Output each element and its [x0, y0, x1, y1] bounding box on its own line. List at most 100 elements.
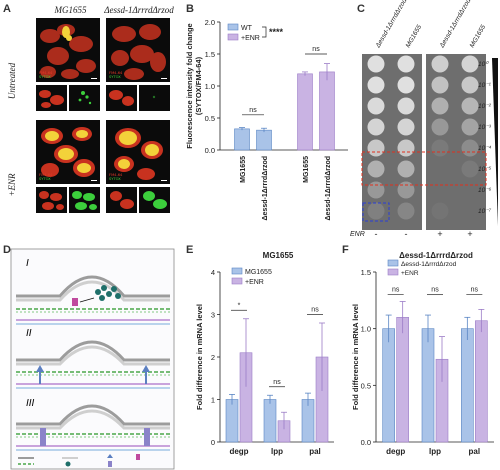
dilution-label: 10⁻⁶	[478, 187, 492, 194]
dilution-label: 10⁻²	[478, 103, 492, 110]
legend-swatch	[227, 23, 239, 31]
dilution-wedge	[492, 58, 498, 226]
spot-column-header: MG1655	[405, 24, 424, 49]
colony-spot	[367, 139, 385, 157]
significance-label: ns	[431, 287, 439, 294]
chart-title: Δessd-1ΔrrrdΔrzod	[399, 251, 473, 260]
colony-spot	[461, 118, 479, 136]
spot-column-header: Δessd-1ΔrrrdΔrzod	[438, 0, 472, 50]
significance-label: ns	[312, 46, 320, 53]
x-tick-label: degp	[229, 447, 248, 456]
colony-spot	[431, 139, 449, 157]
y-tick-label: 1.0	[361, 325, 371, 334]
colony-spot	[461, 160, 479, 178]
x-tick-label: Δessd-1ΔrrrdΔrzod	[325, 156, 332, 221]
schematic-stage-3: III	[16, 398, 170, 451]
y-axis-label: (SYTOX/FM4-64)	[194, 56, 203, 115]
dilution-label: 10⁻⁷	[478, 208, 492, 215]
chart-e: 0 1 2 3 4 Fold difference in mRNA level degp lp…	[195, 251, 334, 456]
x-tick-label: pal	[309, 447, 321, 456]
y-tick-label: 3	[211, 311, 215, 320]
colony-spot	[367, 97, 385, 115]
schematic-legend	[18, 454, 140, 467]
legend-bracket	[262, 26, 267, 38]
schematic-stage-label-3: III	[26, 398, 35, 409]
colony-spot	[431, 160, 449, 178]
highlight-box-red	[361, 151, 487, 186]
membrane-schematic: I II III	[10, 248, 175, 470]
colony-spot	[461, 76, 479, 94]
enr-mutant-cells	[114, 128, 163, 180]
y-tick-label: 4	[211, 268, 215, 277]
y-axis-label: Fold difference in mRNA level	[351, 304, 360, 410]
y-tick-label: 1	[211, 396, 215, 405]
x-tick-label: lpp	[271, 447, 283, 456]
colony-spot	[397, 139, 415, 157]
dilution-label: 10⁻⁴	[478, 145, 492, 152]
spot-column-header: MG1655	[469, 24, 488, 49]
x-tick-label: degp	[386, 447, 405, 456]
y-tick-label: 0.0	[205, 146, 215, 155]
bar	[461, 328, 474, 443]
schematic-stage-label-1: I	[26, 258, 29, 269]
micrograph-enr-mutant-merge: FM4-64 SYTOX	[106, 120, 170, 184]
micrograph-untreated-mutant-green	[139, 85, 170, 111]
colony-spot	[397, 97, 415, 115]
schematic-stage-2: II	[16, 328, 170, 389]
dilution-label: 10⁻³	[478, 124, 492, 131]
dilution-label: 10⁻⁵	[478, 166, 492, 173]
y-tick-label: 0	[211, 438, 215, 447]
panel-a-col-header-mg1655: MG1655	[54, 5, 87, 15]
untreated-mg1655-cells	[40, 24, 96, 79]
significance-label: ns	[471, 287, 479, 294]
schematic-degp-box	[72, 298, 78, 306]
legend-swatch	[387, 259, 399, 267]
micrograph-untreated-mg1655-green	[69, 85, 100, 111]
colony-spot	[461, 97, 479, 115]
y-tick-label: 2.0	[205, 18, 215, 27]
legend-label: Δessd-1ΔrrrdΔrzod	[401, 261, 457, 268]
panel-label-d: D	[3, 244, 11, 256]
y-axis-label: Fold difference in mRNA level	[195, 304, 204, 410]
colony-spot	[431, 97, 449, 115]
y-tick-label: 0.5	[205, 114, 215, 123]
dilution-label: 10⁻¹	[478, 82, 492, 89]
enr-mark: -	[405, 229, 408, 239]
colony-spot	[431, 181, 449, 199]
chart-b: 0.0 0.5 1.0 1.5 2.0 Fluorescence intensity fo…	[185, 18, 348, 221]
enr-label: ENR	[350, 231, 365, 238]
significance-label: ns	[249, 107, 257, 114]
colony-spot	[367, 76, 385, 94]
panel-label-c: C	[357, 3, 365, 15]
enr-mark: +	[467, 229, 472, 239]
legend-significance: ****	[269, 27, 284, 37]
scale-bar	[91, 179, 97, 181]
legend-label: +ENR	[241, 35, 260, 42]
x-tick-label: MG1655	[240, 156, 247, 183]
enr-mark: +	[437, 229, 442, 239]
micrograph-enr-mg1655-red	[36, 187, 67, 213]
x-tick-label: MG1655	[303, 156, 310, 183]
enr-mark: -	[375, 229, 378, 239]
micrograph-enr-mutant-red	[106, 187, 137, 213]
x-tick-label: pal	[469, 447, 481, 456]
y-tick-label: 1.5	[205, 50, 215, 59]
y-tick-label: 0.5	[361, 381, 371, 390]
micrograph-untreated-mutant-red	[106, 85, 137, 111]
bar	[297, 73, 313, 151]
y-tick-label: 0.0	[361, 438, 371, 447]
panel-label-a: A	[3, 3, 11, 15]
bar	[319, 71, 335, 151]
legend-label: WT	[241, 25, 253, 32]
y-axis-label: Fluorescence intensity fold change	[185, 23, 194, 148]
panel-a-row-header-enr: +ENR	[7, 173, 17, 197]
chart-f: 0.0 0.5 1.0 1.5 Fold difference in mRNA leve…	[351, 251, 494, 456]
y-tick-label: 2	[211, 353, 215, 362]
chart-title: MG1655	[263, 251, 294, 260]
y-tick-label: 1.5	[361, 268, 371, 277]
colony-spot	[367, 202, 385, 220]
colony-spot	[431, 202, 449, 220]
bar	[382, 328, 395, 443]
micrograph-enr-mg1655-green	[69, 187, 100, 213]
